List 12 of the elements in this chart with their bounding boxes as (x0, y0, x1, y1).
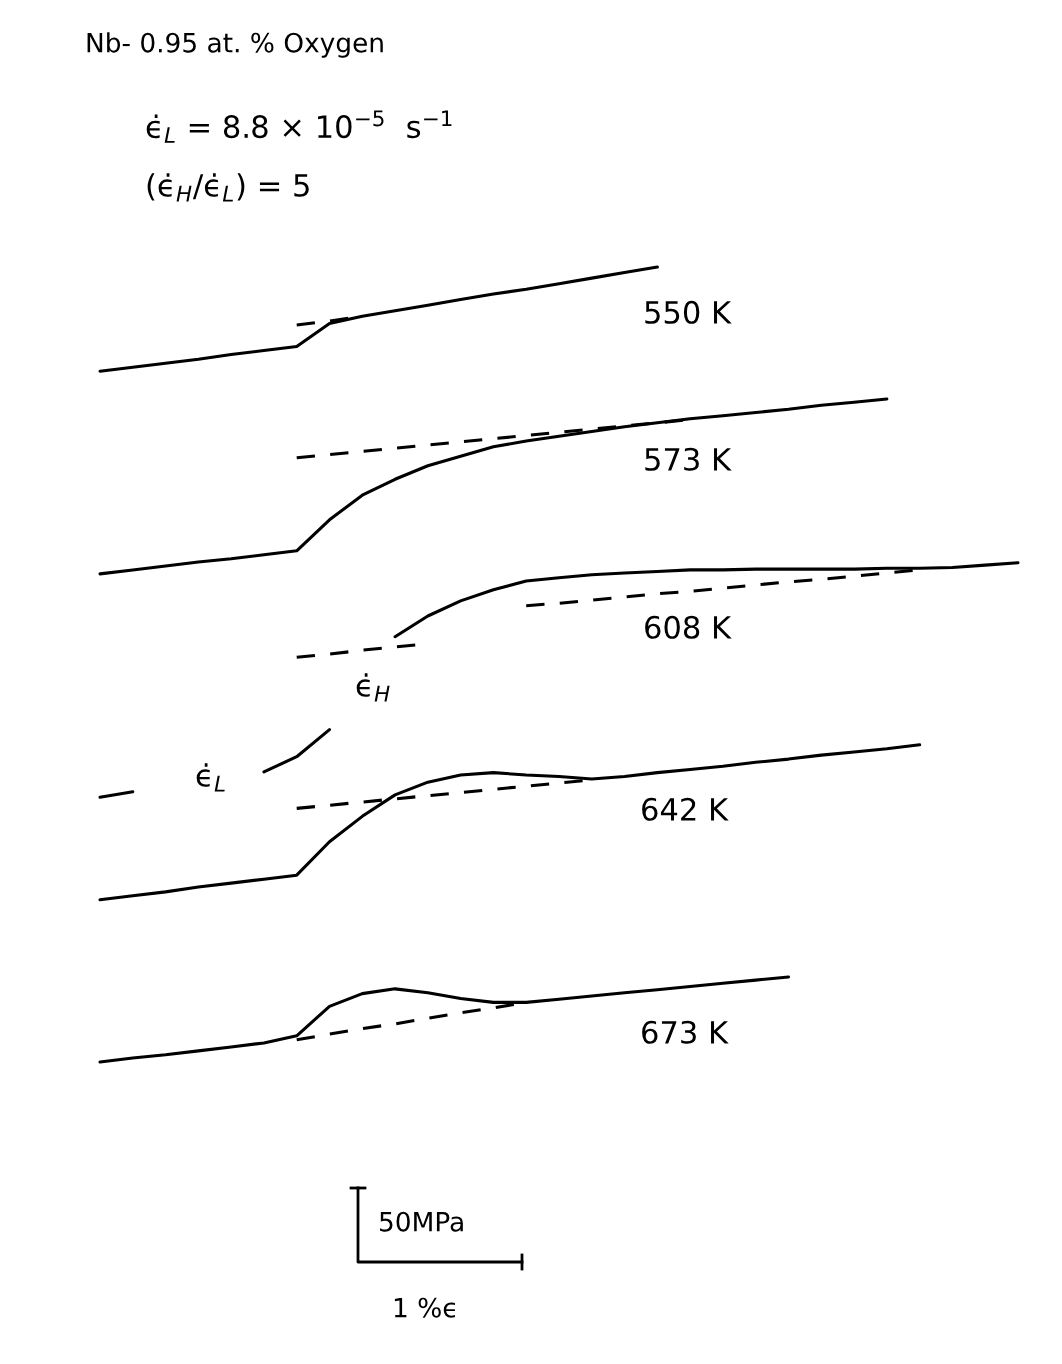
annotation: 608 K (645, 615, 732, 639)
annotation: 642 K (642, 797, 729, 821)
annotation: 673 K (642, 1020, 729, 1044)
annotation: 573 K (645, 447, 732, 471)
text: 1 %ϵ (394, 1297, 455, 1318)
annotation: 550 K (645, 300, 732, 324)
text: 50MPa (380, 1211, 463, 1232)
annotation: ϵ̇$_{H}$ (356, 673, 390, 702)
annotation: ϵ̇$_{L}$ (196, 763, 225, 792)
text: (ϵ̇$_{H}$/ϵ̇$_{L}$) = 5 (147, 173, 309, 202)
text: ϵ̇$_{L}$ = 8.8 × 10$^{−5}$ s$^{−1}$ (146, 110, 452, 143)
chart-title: Nb- 0.95 at. % Oxygen (87, 32, 383, 58)
